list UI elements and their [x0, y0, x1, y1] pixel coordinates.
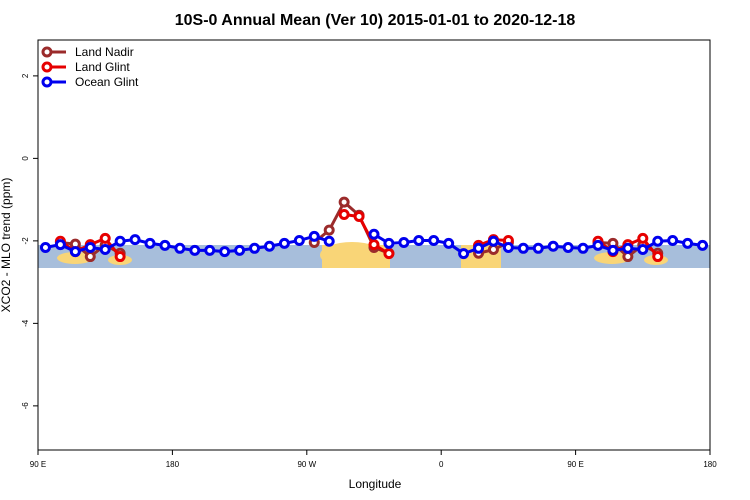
legend-label: Land Glint	[75, 60, 130, 74]
legend-label: Land Nadir	[75, 45, 134, 59]
data-point	[502, 241, 514, 253]
legend-marker	[41, 76, 53, 88]
data-point	[368, 228, 380, 240]
data-point	[667, 234, 679, 246]
data-point	[323, 224, 335, 236]
data-point	[174, 242, 186, 254]
data-point	[189, 244, 201, 256]
y-tick-label: -4	[21, 319, 30, 327]
data-point	[697, 239, 709, 251]
data-point	[652, 235, 664, 247]
data-point	[562, 241, 574, 253]
y-tick-label: 2	[21, 73, 30, 78]
data-point	[293, 234, 305, 246]
x-tick-label: 180	[703, 460, 717, 469]
chart-title: 10S-0 Annual Mean (Ver 10) 2015-01-01 to…	[175, 12, 576, 29]
data-point	[278, 237, 290, 249]
data-point	[682, 237, 694, 249]
plot-frame	[37, 39, 711, 451]
legend-marker	[41, 46, 53, 58]
data-point	[532, 242, 544, 254]
land-shape	[594, 252, 630, 264]
land-shape	[57, 252, 93, 264]
data-point	[607, 244, 619, 256]
data-point	[129, 234, 141, 246]
data-point	[263, 240, 275, 252]
y-tick-label: -2	[21, 237, 30, 245]
x-tick-label: 180	[166, 460, 180, 469]
x-tick-label: 0	[439, 460, 444, 469]
y-axis-label: XCO2 - MLO trend (ppm)	[0, 178, 13, 313]
data-point	[443, 237, 455, 249]
x-axis-label: Longitude	[349, 477, 402, 491]
x-tick-label: 90 W	[297, 460, 316, 469]
data-point	[84, 241, 96, 253]
data-point	[159, 239, 171, 251]
data-point	[114, 235, 126, 247]
data-point	[637, 244, 649, 256]
data-point	[308, 230, 320, 242]
data-point	[234, 244, 246, 256]
data-point	[249, 242, 261, 254]
x-tick-label: 90 E	[30, 460, 46, 469]
data-point	[487, 235, 499, 247]
data-point	[338, 196, 350, 208]
data-point	[69, 246, 81, 258]
data-point	[84, 251, 96, 263]
data-point	[637, 232, 649, 244]
legend-label: Ocean Glint	[75, 75, 139, 89]
data-point	[204, 244, 216, 256]
data-point	[219, 246, 231, 258]
x-tick-label: 90 E	[567, 460, 583, 469]
data-point	[622, 242, 634, 254]
data-point	[99, 244, 111, 256]
data-point	[368, 239, 380, 251]
data-point	[114, 251, 126, 263]
data-point	[547, 240, 559, 252]
legend-marker	[41, 61, 53, 73]
data-point	[353, 211, 365, 223]
data-point	[383, 237, 395, 249]
data-point	[473, 242, 485, 254]
data-point	[383, 248, 395, 260]
data-point	[458, 248, 470, 260]
data-point	[517, 242, 529, 254]
data-point	[39, 241, 51, 253]
data-point	[99, 232, 111, 244]
data-point	[398, 237, 410, 249]
data-point	[144, 237, 156, 249]
data-point	[323, 235, 335, 247]
data-point	[428, 234, 440, 246]
data-point	[652, 251, 664, 263]
data-point	[592, 239, 604, 251]
y-tick-label: -6	[21, 402, 30, 410]
data-point	[413, 234, 425, 246]
y-tick-label: 0	[21, 156, 30, 161]
data-point	[338, 208, 350, 220]
data-point	[54, 239, 66, 251]
data-point	[577, 242, 589, 254]
